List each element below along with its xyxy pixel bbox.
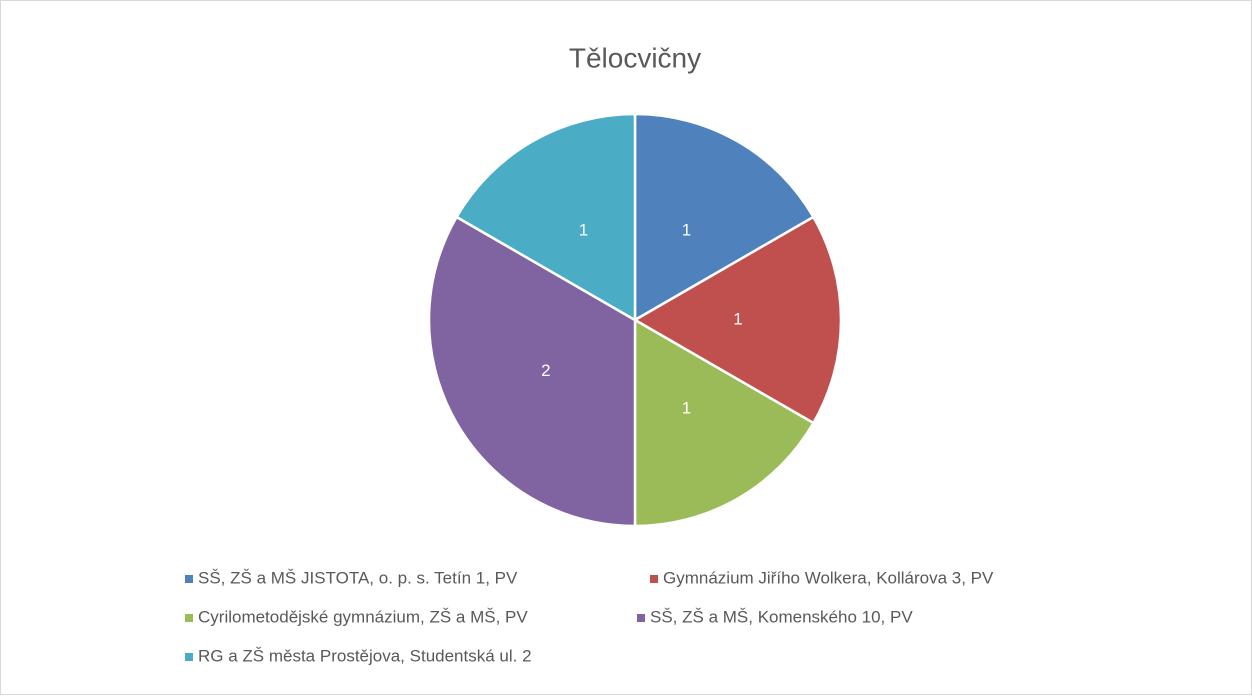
data-label: 2 (541, 361, 550, 380)
legend-swatch (185, 653, 193, 661)
pie-slice (632, 215, 843, 425)
legend-swatch (185, 614, 193, 622)
chart-title: Tělocvičny (569, 42, 701, 73)
legend-swatch (637, 614, 645, 622)
pie-slice (633, 112, 816, 323)
data-label: 1 (682, 220, 691, 239)
pie-slice (454, 112, 637, 323)
pie-slice (427, 215, 637, 528)
legend-label: SŠ, ZŠ a MŠ, Komenského 10, PV (650, 607, 913, 626)
legend-swatch (650, 575, 658, 583)
legend-label: SŠ, ZŠ a MŠ JISTOTA, o. p. s. Tetín 1, P… (198, 568, 518, 587)
data-label: 1 (682, 399, 691, 418)
data-label: 1 (733, 309, 742, 328)
legend-label: Cyrilometodějské gymnázium, ZŠ a MŠ, PV (198, 607, 528, 626)
legend-label: Gymnázium Jiřího Wolkera, Kollárova 3, P… (663, 568, 994, 587)
legend-swatch (185, 575, 193, 583)
pie-slice (633, 317, 816, 528)
data-label: 1 (579, 220, 588, 239)
legend-label: RG a ZŠ města Prostějova, Studentská ul.… (198, 646, 532, 665)
